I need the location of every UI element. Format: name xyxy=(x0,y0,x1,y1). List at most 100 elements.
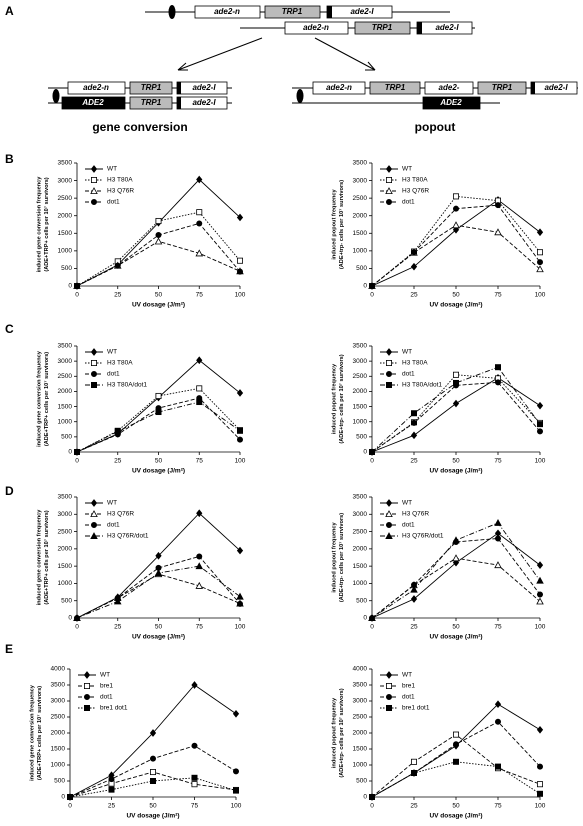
data-point xyxy=(67,794,74,801)
gene-label: TRP1 xyxy=(372,23,393,32)
x-tick-label: 75 xyxy=(196,292,204,299)
legend-label: WT xyxy=(107,166,117,173)
y-axis-label: (ADE+TRP+ cells per 10⁷ survivors) xyxy=(44,177,50,271)
data-point xyxy=(236,427,243,434)
y-tick-label: 2500 xyxy=(353,714,368,721)
data-point xyxy=(155,551,162,560)
line-chart: 0 500 1000 1500 2000 2500 3000 3500 4000 0 25 50 75 1… xyxy=(29,666,241,820)
y-axis-label: induced popout frequency xyxy=(331,697,337,768)
gene-box xyxy=(284,21,349,35)
x-tick-label: 25 xyxy=(114,624,122,631)
data-point xyxy=(232,709,240,718)
data-point xyxy=(536,228,544,237)
data-point xyxy=(232,768,239,775)
gene-label: ADE2 xyxy=(439,98,462,107)
data-point xyxy=(196,220,203,227)
data-point xyxy=(537,790,544,797)
data-point xyxy=(536,265,544,273)
data-point xyxy=(195,562,204,570)
y-tick-label: 3500 xyxy=(353,682,368,689)
data-point xyxy=(154,569,163,577)
gene-label: ade2-n xyxy=(303,23,329,32)
data-point xyxy=(537,421,544,428)
gene-box xyxy=(194,5,261,19)
data-point xyxy=(536,561,544,569)
legend-label: WT xyxy=(100,672,110,679)
data-point xyxy=(537,259,544,266)
data-point xyxy=(236,600,243,607)
y-tick-label: 500 xyxy=(356,434,367,441)
legend-marker xyxy=(385,359,392,366)
legend-label: dot1 xyxy=(402,522,415,529)
gene-label: ade2- xyxy=(439,83,460,92)
legend-marker xyxy=(90,165,98,173)
data-point xyxy=(149,769,156,776)
data-point xyxy=(113,597,122,605)
y-tick-label: 3500 xyxy=(51,682,66,689)
data-point xyxy=(494,518,502,526)
x-tick-label: 50 xyxy=(452,803,460,810)
legend-marker xyxy=(90,510,98,517)
y-tick-label: 2000 xyxy=(58,546,73,553)
gene-box xyxy=(354,21,411,35)
marker-bar xyxy=(327,6,332,18)
line-chart: 0 500 1000 1500 2000 2500 3000 3500 0 25 50 75 100 UV… xyxy=(331,343,545,475)
y-tick-label: 500 xyxy=(61,265,72,272)
y-tick-label: 1500 xyxy=(353,563,368,570)
data-point xyxy=(452,758,459,765)
data-point xyxy=(196,356,203,365)
y-tick-label: 1500 xyxy=(58,230,73,237)
y-tick-label: 4000 xyxy=(51,666,66,673)
y-tick-label: 3000 xyxy=(58,177,73,184)
legend-label: H3 Q76R xyxy=(402,511,429,518)
legend-label: WT xyxy=(402,500,412,507)
gene-box xyxy=(369,81,421,95)
data-point xyxy=(149,778,156,785)
legend-marker xyxy=(91,381,98,388)
y-tick-label: 2500 xyxy=(58,528,73,535)
x-tick-label: 0 xyxy=(75,292,79,299)
legend-marker xyxy=(385,381,392,388)
legend-label: H3 T80A xyxy=(402,360,428,367)
legend-marker xyxy=(385,510,393,517)
data-point xyxy=(196,509,203,518)
x-tick-label: 100 xyxy=(235,458,246,465)
x-tick-label: 100 xyxy=(535,292,546,299)
panel-letter: B xyxy=(5,152,14,166)
data-point xyxy=(154,237,163,245)
x-tick-label: 100 xyxy=(235,624,246,631)
y-tick-label: 3000 xyxy=(58,358,73,365)
legend-label: dot1 xyxy=(107,522,120,529)
legend-marker xyxy=(90,348,98,356)
x-tick-label: 100 xyxy=(231,803,242,810)
y-tick-label: 3500 xyxy=(58,494,73,501)
legend-marker xyxy=(91,359,98,366)
data-point xyxy=(452,205,459,212)
data-point xyxy=(191,781,198,788)
centromere xyxy=(296,89,304,103)
x-tick-label: 50 xyxy=(155,292,163,299)
data-point xyxy=(114,428,121,435)
y-tick-label: 2500 xyxy=(353,528,368,535)
legend-label: bre1 dot1 xyxy=(402,705,430,712)
series-line xyxy=(371,366,541,453)
x-tick-label: 0 xyxy=(75,458,79,465)
arrow xyxy=(177,37,263,71)
data-point xyxy=(494,364,501,371)
legend-label: H3 T80A xyxy=(402,177,428,184)
panel-letters: A B C D E xyxy=(5,4,14,656)
x-axis-label: UV dosage (J/m²) xyxy=(126,813,179,820)
x-tick-label: 0 xyxy=(370,292,374,299)
x-axis-label: UV dosage (J/m²) xyxy=(429,468,482,475)
data-point xyxy=(74,448,81,455)
gene-box xyxy=(312,81,366,95)
diagram: ade2-n TRP1 ade2-I ade2-n TRP1 ade2-I ad… xyxy=(48,5,578,134)
data-point xyxy=(494,202,501,209)
gene-label: ade2-n xyxy=(326,83,352,92)
data-point xyxy=(73,614,81,621)
data-point xyxy=(452,731,459,738)
data-point xyxy=(537,763,544,770)
legend-label: WT xyxy=(107,349,117,356)
